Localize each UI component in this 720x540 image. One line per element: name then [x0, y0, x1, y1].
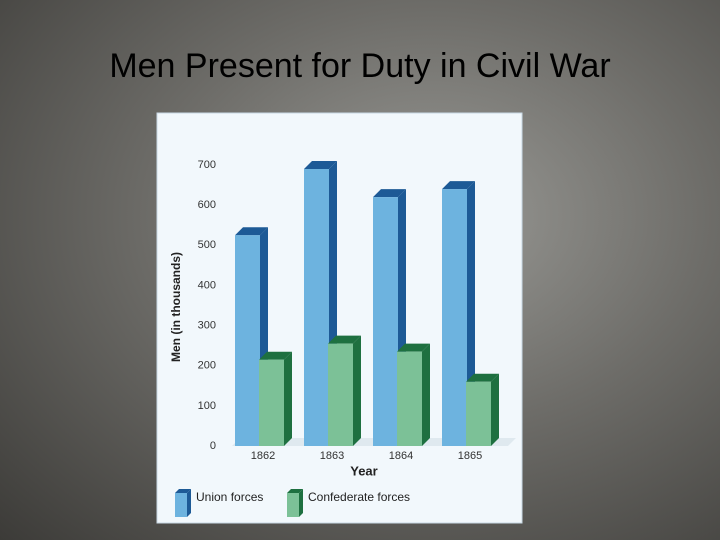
- legend-label: Union forces: [196, 490, 263, 504]
- bar: [259, 359, 284, 446]
- bar: [397, 351, 422, 446]
- bar: [442, 189, 467, 447]
- legend-swatch: [175, 493, 187, 517]
- bar: [373, 197, 398, 446]
- x-tick-label: 1865: [458, 450, 482, 462]
- bar-side: [353, 335, 361, 446]
- x-tick-label: 1864: [389, 450, 413, 462]
- x-tick-label: 1862: [251, 450, 275, 462]
- y-tick-label: 600: [198, 199, 216, 211]
- y-tick-label: 200: [198, 360, 216, 372]
- legend-swatch-top: [175, 489, 191, 493]
- legend-swatch-top: [287, 489, 303, 493]
- bar: [304, 169, 329, 446]
- bar-side: [284, 351, 292, 446]
- y-tick-label: 400: [198, 279, 216, 291]
- y-axis-label: Men (in thousands): [169, 252, 183, 362]
- bar-top: [304, 161, 337, 170]
- bar-top: [442, 181, 475, 190]
- bar-top: [466, 373, 499, 382]
- bar: [235, 235, 260, 446]
- x-tick-label: 1863: [320, 450, 344, 462]
- bar-side: [491, 373, 499, 446]
- bar-top: [328, 335, 361, 344]
- bar: [328, 343, 353, 446]
- bar: [466, 381, 491, 446]
- bar-top: [259, 351, 292, 360]
- y-tick-label: 100: [198, 400, 216, 412]
- y-tick-label: 700: [198, 159, 216, 171]
- y-tick-label: 300: [198, 319, 216, 331]
- legend-swatch: [287, 493, 299, 517]
- chart-title: Men Present for Duty in Civil War: [109, 47, 610, 85]
- bar-side: [422, 343, 430, 446]
- legend-swatch-side: [187, 489, 191, 517]
- bar-top: [373, 189, 406, 198]
- x-axis-label: Year: [350, 463, 377, 478]
- legend-label: Confederate forces: [308, 490, 410, 504]
- legend-swatch-side: [299, 489, 303, 517]
- y-tick-label: 500: [198, 239, 216, 251]
- y-tick-label: 0: [210, 440, 216, 452]
- bar-top: [397, 343, 430, 352]
- bar-top: [235, 227, 268, 236]
